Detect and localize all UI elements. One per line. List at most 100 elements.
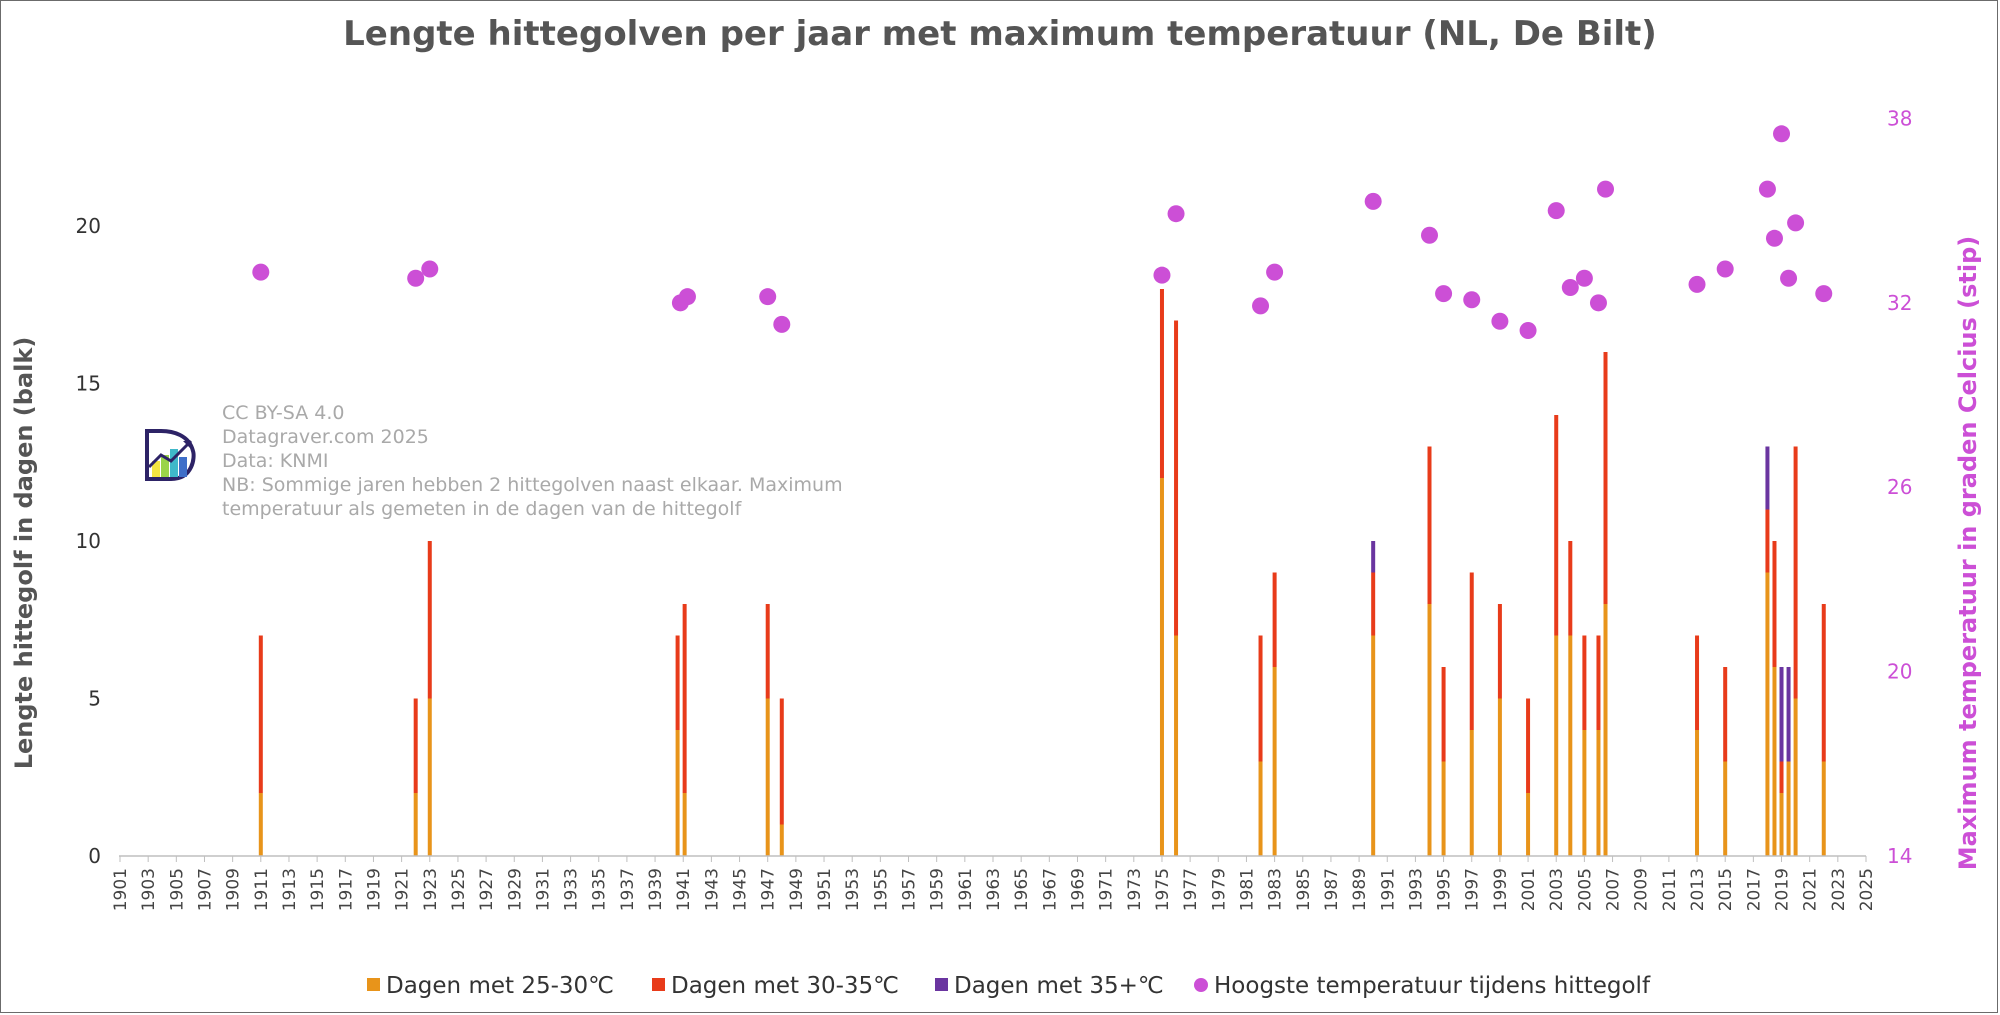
right-tick-label: 32	[1887, 291, 1912, 315]
watermark-line-4: NB: Sommige jaren hebben 2 hittegolven n…	[222, 474, 843, 496]
x-tick-label: 1991	[1378, 868, 1398, 911]
temp-point-2013	[1688, 275, 1706, 293]
bar-segment-2018-1	[1765, 509, 1770, 573]
watermark-line-2: Datagraver.com 2025	[222, 426, 429, 448]
bar-segment-1922-0	[413, 793, 418, 856]
temp-point-1990	[1364, 192, 1382, 210]
temp-point-1982	[1252, 297, 1270, 315]
legend-swatch-25-30	[367, 978, 380, 991]
bar-segment-1976-0	[1174, 635, 1179, 856]
x-tick-label: 1945	[731, 868, 751, 911]
bar-segment-1990-1	[1371, 572, 1376, 636]
x-tick-label: 1931	[533, 868, 553, 911]
x-tick-label: 1971	[1097, 868, 1117, 911]
right-tick-label: 20	[1887, 660, 1912, 684]
bar-segment-2015-0	[1723, 761, 1728, 856]
temp-point-2018	[1758, 180, 1776, 198]
temp-point-1922	[407, 269, 425, 287]
temp-point-1999	[1491, 312, 1509, 330]
bar-segment-2019-1	[1779, 761, 1784, 793]
bar-series	[258, 289, 1826, 856]
temp-point-2019.5	[1780, 269, 1798, 287]
x-tick-label: 1947	[759, 868, 779, 911]
bar-segment-2006.5-1	[1603, 352, 1608, 604]
bar-segment-1941.1-1	[682, 604, 687, 793]
legend-label-max-temp: Hoogste temperatuur tijdens hittegolf	[1214, 973, 1651, 999]
bar-segment-1997-0	[1469, 730, 1474, 856]
x-tick-label: 1989	[1350, 868, 1370, 911]
legend: Dagen met 25-30℃ Dagen met 30-35℃ Dagen …	[367, 973, 1651, 999]
x-tick-label: 2009	[1632, 868, 1652, 911]
temp-point-2020	[1787, 214, 1805, 232]
x-tick-label: 2013	[1688, 868, 1708, 911]
temp-point-2019	[1773, 125, 1791, 143]
watermark: CC BY-SA 4.0 Datagraver.com 2025 Data: K…	[145, 402, 843, 520]
x-tick-label: 1963	[984, 868, 1004, 911]
x-tick-label: 2005	[1575, 868, 1595, 911]
x-tick-label: 1979	[1209, 868, 1229, 911]
right-tick-label: 26	[1887, 475, 1912, 499]
temp-point-2003	[1547, 202, 1565, 220]
temp-point-2004	[1561, 278, 1579, 296]
bar-segment-1994-1	[1427, 446, 1432, 604]
x-tick-label: 1977	[1181, 868, 1201, 911]
x-tick-label: 1905	[167, 868, 187, 911]
x-tick-label: 1957	[900, 868, 920, 911]
bar-segment-1994-0	[1427, 604, 1432, 856]
bar-segment-1999-0	[1497, 698, 1502, 856]
bar-segment-2018-2	[1765, 446, 1770, 510]
bar-segment-2003-1	[1554, 415, 1559, 636]
x-tick-label: 1999	[1491, 868, 1511, 911]
datagraver-logo	[145, 429, 196, 481]
x-tick-label: 1959	[928, 868, 948, 911]
bar-segment-1995-0	[1441, 761, 1446, 856]
x-tick-label: 1967	[1040, 868, 1060, 911]
x-tick-label: 1965	[1012, 868, 1032, 911]
bar-segment-1923-1	[427, 541, 432, 699]
x-tick-label: 2025	[1857, 868, 1877, 911]
bar-segment-1911-1	[258, 635, 263, 793]
x-tick-label: 1955	[871, 868, 891, 911]
right-axis-ticks: 14 20 26 32 38	[1887, 106, 1912, 868]
bar-segment-1983-0	[1272, 667, 1277, 856]
watermark-line-3: Data: KNMI	[222, 450, 328, 472]
x-tick-label: 2023	[1829, 868, 1849, 911]
x-tick-label: 1953	[843, 868, 863, 911]
temp-point-1947	[759, 288, 777, 306]
bar-segment-1975-1	[1159, 289, 1164, 478]
temp-point-2006.5	[1597, 180, 1615, 198]
temp-point-1997	[1463, 291, 1481, 309]
bar-segment-1940.6-0	[675, 730, 680, 856]
bar-segment-1982-1	[1258, 635, 1263, 762]
x-tick-label: 1909	[224, 868, 244, 911]
x-tick-label: 1921	[393, 868, 413, 911]
temp-point-2015	[1716, 260, 1734, 278]
temp-point-1941.3	[678, 288, 696, 306]
x-tick-label: 1973	[1125, 868, 1145, 911]
x-tick-label: 1903	[139, 868, 159, 911]
bar-segment-2015-1	[1723, 667, 1728, 762]
x-tick-label: 1919	[364, 868, 384, 911]
bar-segment-2005-0	[1582, 730, 1587, 856]
bar-segment-2019.5-0	[1786, 761, 1791, 856]
legend-swatch-35-plus	[935, 978, 948, 991]
bar-segment-2006.5-0	[1603, 604, 1608, 856]
bar-segment-1975-0	[1159, 478, 1164, 856]
x-tick-label: 1943	[702, 868, 722, 911]
bar-segment-1940.6-1	[675, 635, 680, 730]
bar-segment-2006-0	[1596, 730, 1601, 856]
x-tick-label: 1933	[562, 868, 582, 911]
right-axis-title: Maximum temperatuur in graden Celcius (s…	[1954, 236, 1982, 871]
x-tick-label: 2001	[1519, 868, 1539, 911]
x-tick-label: 1915	[308, 868, 328, 911]
bar-segment-2020-0	[1793, 698, 1798, 856]
x-axis-ticks: 1901 1903 1905 1907 1909 1911 1913 1915 1917 1919…	[111, 856, 1877, 911]
x-tick-label: 1935	[590, 868, 610, 911]
x-tick-label: 2015	[1716, 868, 1736, 911]
bar-segment-1948-0	[779, 824, 784, 856]
bar-segment-1990-0	[1371, 635, 1376, 856]
bar-segment-1976-1	[1174, 320, 1179, 636]
bar-segment-2001-1	[1526, 698, 1531, 793]
temp-point-2018.5	[1765, 229, 1783, 247]
